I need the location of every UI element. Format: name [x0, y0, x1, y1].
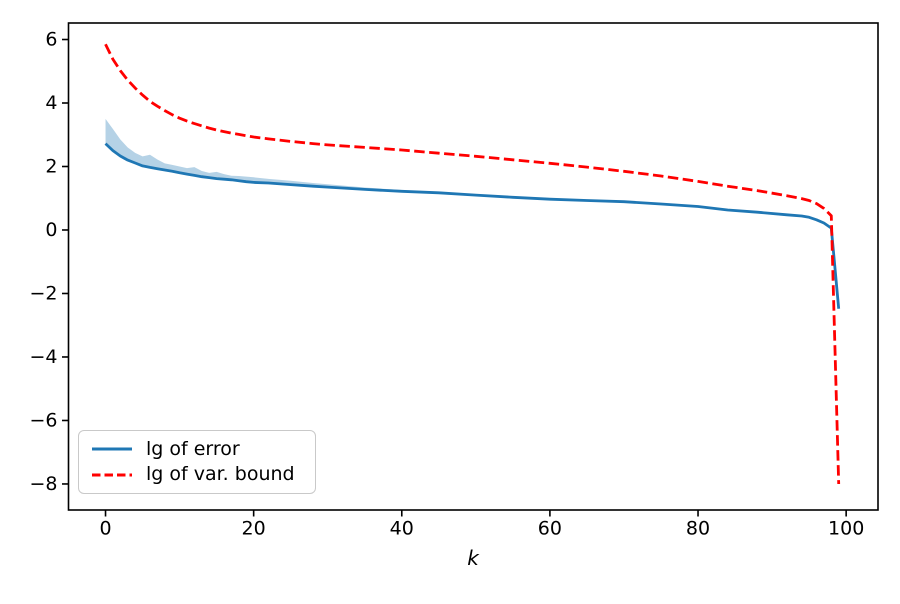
legend-entry-error: lg of error	[91, 437, 303, 460]
y-axis-ticks: −8 −6 −4 −2 0 2 4 6	[29, 29, 69, 495]
x-axis-ticks: 0 20 40 60 80 100	[99, 510, 864, 540]
legend-label-error: lg of error	[146, 437, 240, 460]
series-line-0	[104, 142, 841, 309]
x-tick-label: 40	[390, 518, 414, 540]
x-tick-label: 20	[242, 518, 266, 540]
x-tick-label: 80	[686, 518, 710, 540]
x-axis-label: k	[467, 546, 480, 570]
y-tick-label: −6	[29, 409, 57, 431]
x-tick-label: 60	[538, 518, 562, 540]
y-tick-label: −2	[29, 282, 57, 304]
legend-label-var-bound: lg of var. bound	[146, 463, 295, 486]
plot-frame	[67, 22, 879, 511]
y-tick-label: −8	[29, 473, 57, 495]
legend-entry-var-bound: lg of var. bound	[91, 465, 303, 484]
y-tick-label: 0	[45, 219, 57, 241]
x-tick-label: 0	[99, 518, 111, 540]
x-tick-label: 100	[828, 518, 864, 540]
legend-line-dashed-icon	[92, 473, 132, 477]
series-line-1	[104, 43, 841, 485]
series-lines	[104, 43, 841, 485]
y-tick-label: −4	[29, 346, 57, 368]
y-tick-label: 4	[45, 92, 57, 114]
y-tick-label: 2	[45, 155, 57, 177]
legend: lg of error lg of var. bound	[78, 430, 316, 494]
y-tick-label: 6	[45, 29, 57, 51]
legend-line-solid-icon	[92, 447, 132, 451]
